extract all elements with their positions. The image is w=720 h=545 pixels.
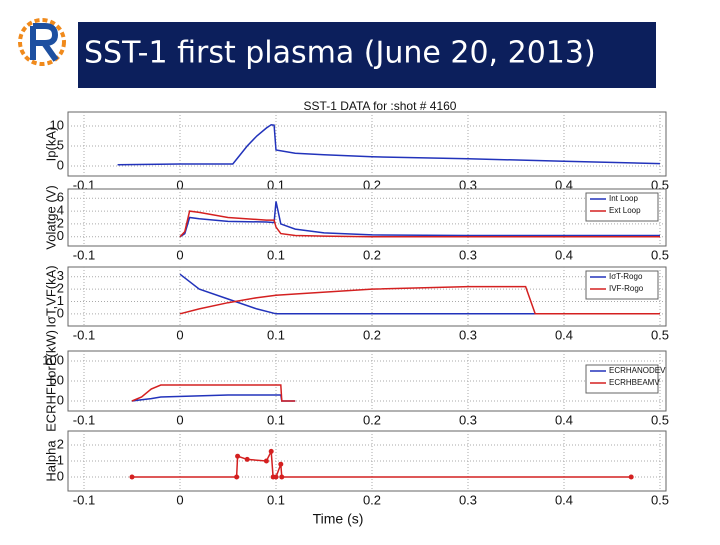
y-axis-label: IσT,VF(kA) xyxy=(43,265,58,327)
x-tick-label: 0.3 xyxy=(459,247,477,262)
y-tick-label: 50 xyxy=(50,372,64,387)
x-tick-label: 0.3 xyxy=(459,327,477,342)
data-point xyxy=(235,453,241,459)
y-tick-label: 10 xyxy=(50,117,64,132)
legend-label: Ext Loop xyxy=(609,206,641,215)
data-point xyxy=(234,474,240,480)
legend-box xyxy=(585,364,659,394)
y-tick-label: 4 xyxy=(57,203,64,218)
data-line xyxy=(117,124,661,166)
legend-label: IσT-Rogo xyxy=(609,272,643,281)
x-axis-label: Time (s) xyxy=(313,511,364,527)
x-tick-label: -0.1 xyxy=(73,412,95,427)
x-tick-label: 0.4 xyxy=(555,247,573,262)
x-tick-label: 0.4 xyxy=(555,412,573,427)
data-point xyxy=(273,474,279,480)
data-point xyxy=(279,474,285,480)
logo xyxy=(18,18,66,66)
data-point xyxy=(628,474,634,480)
x-tick-label: 0.2 xyxy=(363,412,381,427)
x-tick-label: 0 xyxy=(176,247,183,262)
y-tick-label: 1 xyxy=(57,452,64,467)
y-tick-label: 2 xyxy=(57,436,64,451)
x-tick-label: 0.1 xyxy=(267,327,285,342)
legend-label: Int Loop xyxy=(609,194,638,203)
x-tick-label: 0.5 xyxy=(651,327,669,342)
x-tick-label: 0.1 xyxy=(267,247,285,262)
data-point xyxy=(268,448,274,454)
x-tick-label: -0.1 xyxy=(73,492,95,507)
data-line xyxy=(179,201,660,238)
slide-title: SST-1 first plasma (June 20, 2013) xyxy=(84,36,596,71)
legend-label: ECRHBEAMV xyxy=(609,378,660,387)
y-tick-label: 2 xyxy=(57,215,64,230)
data-point xyxy=(244,456,250,462)
x-tick-label: 0.4 xyxy=(555,492,573,507)
x-tick-label: 0.1 xyxy=(267,492,285,507)
data-point xyxy=(129,474,135,480)
y-tick-label: 1 xyxy=(57,293,64,308)
plot-area xyxy=(67,111,667,177)
data-line xyxy=(131,384,296,402)
data-line xyxy=(179,285,660,315)
x-tick-label: 0 xyxy=(176,177,183,192)
y-tick-label: 2 xyxy=(57,281,64,296)
y-axis-label: Halpha xyxy=(43,440,58,482)
x-tick-label: 0.2 xyxy=(363,327,381,342)
data-point xyxy=(263,458,269,464)
y-tick-label: 100 xyxy=(42,352,64,367)
y-tick-label: 3 xyxy=(57,268,64,283)
x-tick-label: 0 xyxy=(176,412,183,427)
plot-area xyxy=(67,350,667,412)
y-tick-label: 0 xyxy=(57,157,64,172)
legend-box xyxy=(585,270,659,300)
y-axis-label: Ip(kA) xyxy=(43,127,58,162)
data-line xyxy=(179,210,660,238)
data-point xyxy=(278,461,284,467)
x-tick-label: 0.4 xyxy=(555,327,573,342)
legend-label: IVF-Rogo xyxy=(609,284,644,293)
x-tick-label: 0.2 xyxy=(363,492,381,507)
legend-box xyxy=(585,192,659,222)
plot-area xyxy=(67,266,667,327)
figure-title: SST-1 DATA for :shot # 4160 xyxy=(304,99,457,113)
y-tick-label: 0 xyxy=(57,228,64,243)
y-tick-label: 6 xyxy=(57,190,64,205)
x-tick-label: 0.5 xyxy=(651,412,669,427)
x-tick-label: -0.1 xyxy=(73,327,95,342)
x-tick-label: 0.5 xyxy=(651,492,669,507)
y-tick-label: 5 xyxy=(57,137,64,152)
x-tick-label: 0.5 xyxy=(651,247,669,262)
x-tick-label: 0.1 xyxy=(267,412,285,427)
x-tick-label: 0.3 xyxy=(459,412,477,427)
title-band xyxy=(78,22,656,88)
y-tick-label: 0 xyxy=(57,392,64,407)
y-tick-label: 0 xyxy=(57,305,64,320)
x-tick-label: 0 xyxy=(176,492,183,507)
y-tick-label: 0 xyxy=(57,468,64,483)
y-axis-label: ECRHFHorP(kW) xyxy=(43,330,58,432)
x-tick-label: 0.2 xyxy=(363,247,381,262)
y-axis-label: Volatge (V) xyxy=(43,185,58,249)
x-tick-label: -0.1 xyxy=(73,247,95,262)
x-tick-label: 0 xyxy=(176,327,183,342)
plot-area xyxy=(67,430,667,492)
x-tick-label: 0.3 xyxy=(459,492,477,507)
legend-label: ECRHANODEV xyxy=(609,366,666,375)
